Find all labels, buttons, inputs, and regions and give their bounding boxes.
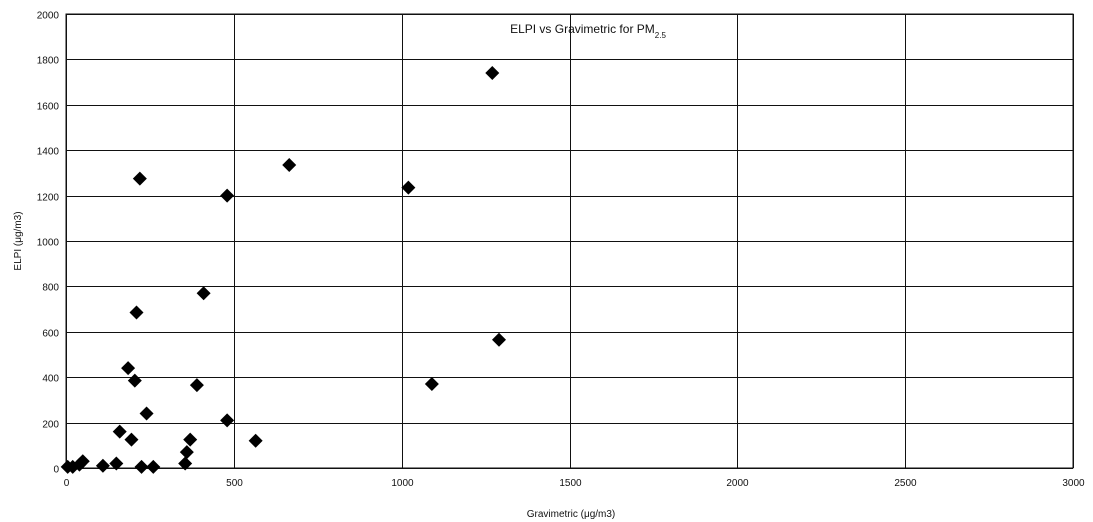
y-tick-label: 2000 [37, 11, 60, 22]
x-tick-label: 500 [226, 478, 243, 489]
y-tick-label: 600 [42, 329, 59, 340]
scatter-point [282, 157, 297, 172]
y-tick-label: 1000 [37, 238, 60, 249]
scatter-point [112, 424, 127, 439]
scatter-point [129, 305, 144, 320]
scatter-point [134, 459, 149, 474]
data-points [60, 66, 507, 474]
scatter-point [183, 432, 198, 447]
x-tick-label: 0 [64, 478, 70, 489]
y-axis-title: ELPI (μg/m3) [13, 211, 24, 270]
scatter-point [121, 361, 136, 376]
scatter-point [248, 433, 263, 448]
y-tick-label: 1800 [37, 56, 60, 67]
scatter-point [75, 454, 90, 469]
scatter-point [424, 377, 439, 392]
scatter-point [189, 378, 204, 393]
x-tick-label: 2000 [726, 478, 749, 489]
scatter-point [95, 458, 110, 473]
scatter-point [146, 459, 161, 474]
scatter-point [220, 188, 235, 203]
scatter-point [401, 180, 416, 195]
chart-title: ELPI vs Gravimetric for PM2.5 [510, 22, 666, 40]
y-tick-label: 200 [42, 420, 59, 431]
scatter-point [127, 373, 142, 388]
scatter-point [196, 286, 211, 301]
x-tick-label: 1500 [559, 478, 582, 489]
chart-title-subscript: 2.5 [655, 31, 667, 40]
scatter-point [124, 432, 139, 447]
scatter-point [492, 332, 507, 347]
y-tick-label: 800 [42, 283, 59, 294]
scatter-point [132, 171, 147, 186]
y-tick-label: 1600 [37, 102, 60, 113]
chart-title-main: ELPI vs Gravimetric for PM [510, 22, 655, 36]
scatter-point [485, 66, 500, 81]
x-tick-label: 3000 [1062, 478, 1085, 489]
tick-labels: 0 200 400 600 800 1000 1200 1400 1600 1800 2000 0 50… [37, 11, 1085, 490]
y-tick-label: 1200 [37, 193, 60, 204]
y-tick-label: 400 [42, 374, 59, 385]
scatter-point [179, 445, 194, 460]
scatter-point [178, 456, 193, 471]
scatter-point [220, 413, 235, 428]
x-axis-title: Gravimetric (μg/m3) [527, 509, 616, 520]
scatter-point [139, 406, 154, 421]
grid [66, 14, 1074, 469]
y-tick-label: 0 [53, 465, 59, 476]
plot-area-frame [65, 13, 1074, 469]
scatter-point [109, 456, 124, 471]
y-tick-label: 1400 [37, 147, 60, 158]
x-tick-label: 1000 [391, 478, 414, 489]
x-tick-label: 2500 [894, 478, 917, 489]
